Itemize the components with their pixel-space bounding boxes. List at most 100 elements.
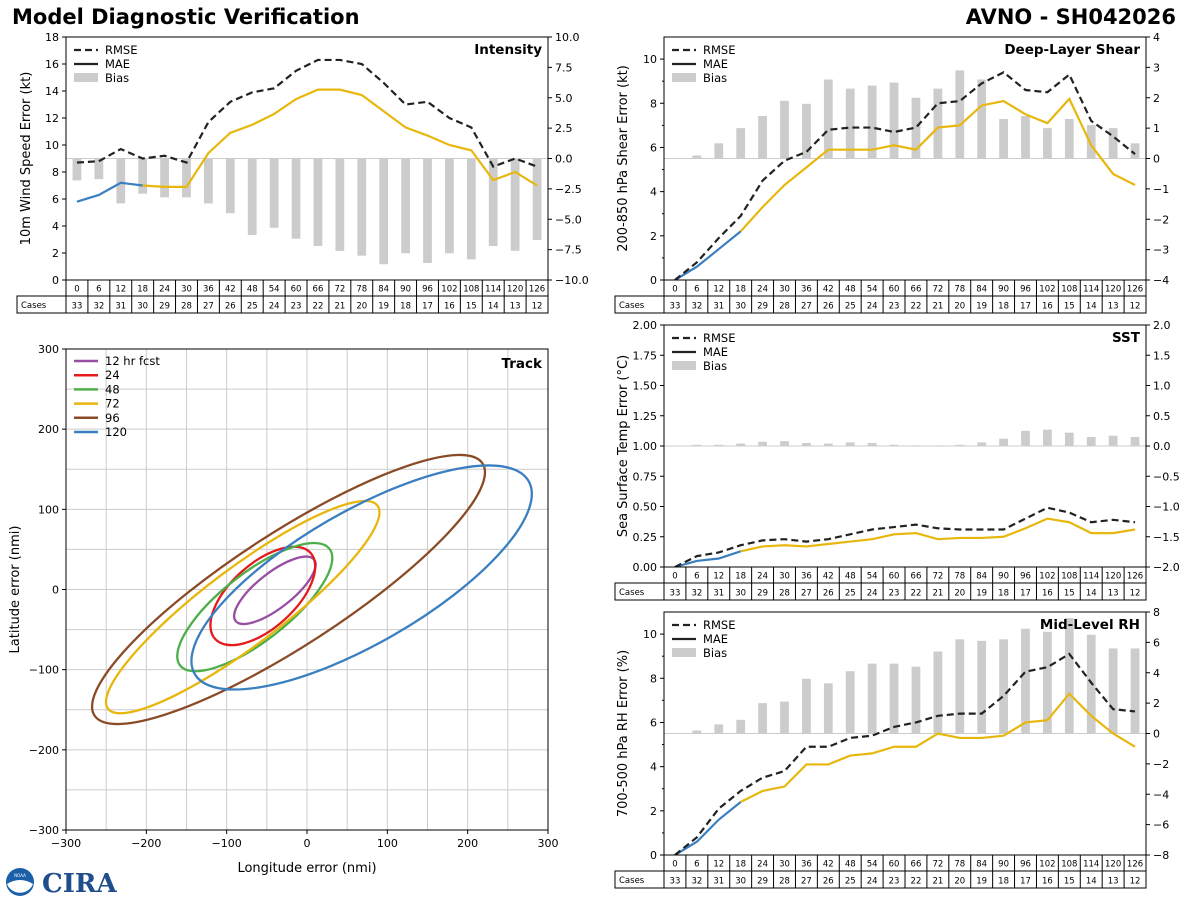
sst-bias-bar xyxy=(758,441,767,446)
sst-bias-bar xyxy=(933,446,943,447)
shear-y2tick-label: −3 xyxy=(1153,244,1169,257)
sst-case-count: 33 xyxy=(670,589,681,599)
sst-ytick-label: 1.75 xyxy=(633,349,658,362)
rh-tau-label: 24 xyxy=(757,860,768,870)
intensity-bias-bar xyxy=(357,158,367,256)
rh-cases-row xyxy=(614,870,1147,889)
sst-case-count: 32 xyxy=(691,589,702,599)
intensity-bias-bar xyxy=(116,158,126,204)
logos: NOAA CIRA xyxy=(6,868,117,898)
sst-case-count: 24 xyxy=(867,589,878,599)
intensity-tau-label: 126 xyxy=(529,285,545,295)
shear-y2tick-label: 0 xyxy=(1153,153,1160,166)
track-ellipse-48 xyxy=(176,541,334,673)
sst-tau-label: 36 xyxy=(801,572,812,582)
shear-tau-label: 108 xyxy=(1061,285,1077,295)
shear-bias-bar xyxy=(1130,143,1140,159)
shear-bias-bar xyxy=(911,97,921,159)
page-title: Model Diagnostic Verification xyxy=(12,5,360,29)
intensity-legend-rmse-label: RMSE xyxy=(105,43,137,57)
intensity-ytick-label: 14 xyxy=(45,85,59,98)
sst-tau-label: 6 xyxy=(694,572,699,582)
shear-bias-bar xyxy=(1086,125,1096,159)
intensity-tau-label: 42 xyxy=(225,285,236,295)
rh-case-count: 13 xyxy=(1108,877,1119,887)
intensity-tau-label: 78 xyxy=(356,285,367,295)
rh-case-count: 28 xyxy=(779,877,790,887)
rh-tau-label: 102 xyxy=(1039,860,1055,870)
sst-case-count: 30 xyxy=(735,589,746,599)
sst-bias-bar xyxy=(1086,436,1096,446)
track-xtick-label: 0 xyxy=(304,837,311,850)
rh-tau-label: 108 xyxy=(1061,860,1077,870)
rh-case-count: 30 xyxy=(735,877,746,887)
sst-y2tick-label: −0.5 xyxy=(1153,470,1180,483)
sst-mae-late-line xyxy=(740,517,1136,553)
intensity-cases-row xyxy=(16,295,549,314)
sst-case-count: 29 xyxy=(757,589,768,599)
shear-mae-early-line xyxy=(674,230,742,281)
intensity-bias-bar xyxy=(204,158,213,204)
intensity-case-count: 31 xyxy=(115,302,126,312)
shear-cases-label: Cases xyxy=(619,301,645,311)
rh-case-count: 20 xyxy=(954,877,965,887)
rh-case-count: 27 xyxy=(801,877,812,887)
shear-tau-label: 78 xyxy=(954,285,965,295)
sst-case-count: 12 xyxy=(1130,589,1141,599)
track-xlabel: Longitude error (nmi) xyxy=(237,861,376,876)
rh-tau-label: 0 xyxy=(672,860,677,870)
track-panel: −300 −200 −100 0 100 200 300 −300 −200 −100 0 100 20… xyxy=(8,343,559,876)
shear-y2tick-label: −4 xyxy=(1153,274,1169,287)
intensity-tau-label: 102 xyxy=(441,285,457,295)
intensity-y2tick-label: 5.0 xyxy=(555,92,573,105)
sst-case-count: 31 xyxy=(713,589,724,599)
shear-ytick-label: 6 xyxy=(650,141,657,154)
shear-bias-bar xyxy=(867,85,877,159)
shear-y2tick-label: 3 xyxy=(1153,61,1160,74)
shear-case-count: 23 xyxy=(889,302,900,312)
intensity-tau-label: 114 xyxy=(485,285,501,295)
intensity-case-count: 19 xyxy=(378,302,389,312)
shear-title: Deep-Layer Shear xyxy=(1004,42,1140,58)
intensity-y2tick-label: −5.0 xyxy=(555,213,582,226)
intensity-case-count: 15 xyxy=(466,302,477,312)
sst-bias-bar xyxy=(692,444,702,446)
intensity-bias-bar xyxy=(269,158,279,228)
rh-case-count: 33 xyxy=(670,877,681,887)
sst-bias-bar xyxy=(1043,429,1052,446)
sst-rmse-line xyxy=(674,506,1136,568)
sst-tau-label: 18 xyxy=(735,572,746,582)
intensity-tau-label: 66 xyxy=(313,285,324,295)
intensity-mae-early-line xyxy=(76,181,143,203)
shear-case-count: 27 xyxy=(801,302,812,312)
shear-legend-mae-label: MAE xyxy=(703,57,728,71)
track-legend-label: 120 xyxy=(105,425,127,439)
rh-case-count: 12 xyxy=(1130,877,1141,887)
rh-ylabel: 700-500 hPa RH Error (%) xyxy=(616,650,631,817)
rh-legend-rmse-label: RMSE xyxy=(703,618,735,632)
sst-y2tick-label: −1.5 xyxy=(1153,531,1180,544)
sst-tau-label: 0 xyxy=(672,572,677,582)
intensity-legend-mae-label: MAE xyxy=(105,57,130,71)
rh-case-count: 14 xyxy=(1086,877,1097,887)
shear-y2tick-label: −1 xyxy=(1153,183,1169,196)
rh-bias-bar xyxy=(911,666,921,734)
sst-case-count: 14 xyxy=(1086,589,1097,599)
intensity-ytick-label: 16 xyxy=(45,58,59,71)
intensity-case-count: 14 xyxy=(488,302,499,312)
rh-case-count: 16 xyxy=(1042,877,1053,887)
sst-bias-bar xyxy=(780,441,789,446)
rh-tau-label: 78 xyxy=(954,860,965,870)
sst-bias-bar xyxy=(867,442,877,446)
rh-y2tick-label: 0 xyxy=(1153,728,1160,741)
shear-y2tick-label: −2 xyxy=(1153,213,1169,226)
rh-case-count: 15 xyxy=(1064,877,1075,887)
track-ytick-label: −100 xyxy=(29,664,59,677)
sst-ytick-label: 1.50 xyxy=(633,380,658,393)
intensity-tau-label: 54 xyxy=(269,285,280,295)
intensity-case-count: 13 xyxy=(510,302,521,312)
intensity-case-count: 17 xyxy=(422,302,433,312)
sst-tau-label: 30 xyxy=(779,572,790,582)
shear-cases-row xyxy=(614,295,1147,314)
